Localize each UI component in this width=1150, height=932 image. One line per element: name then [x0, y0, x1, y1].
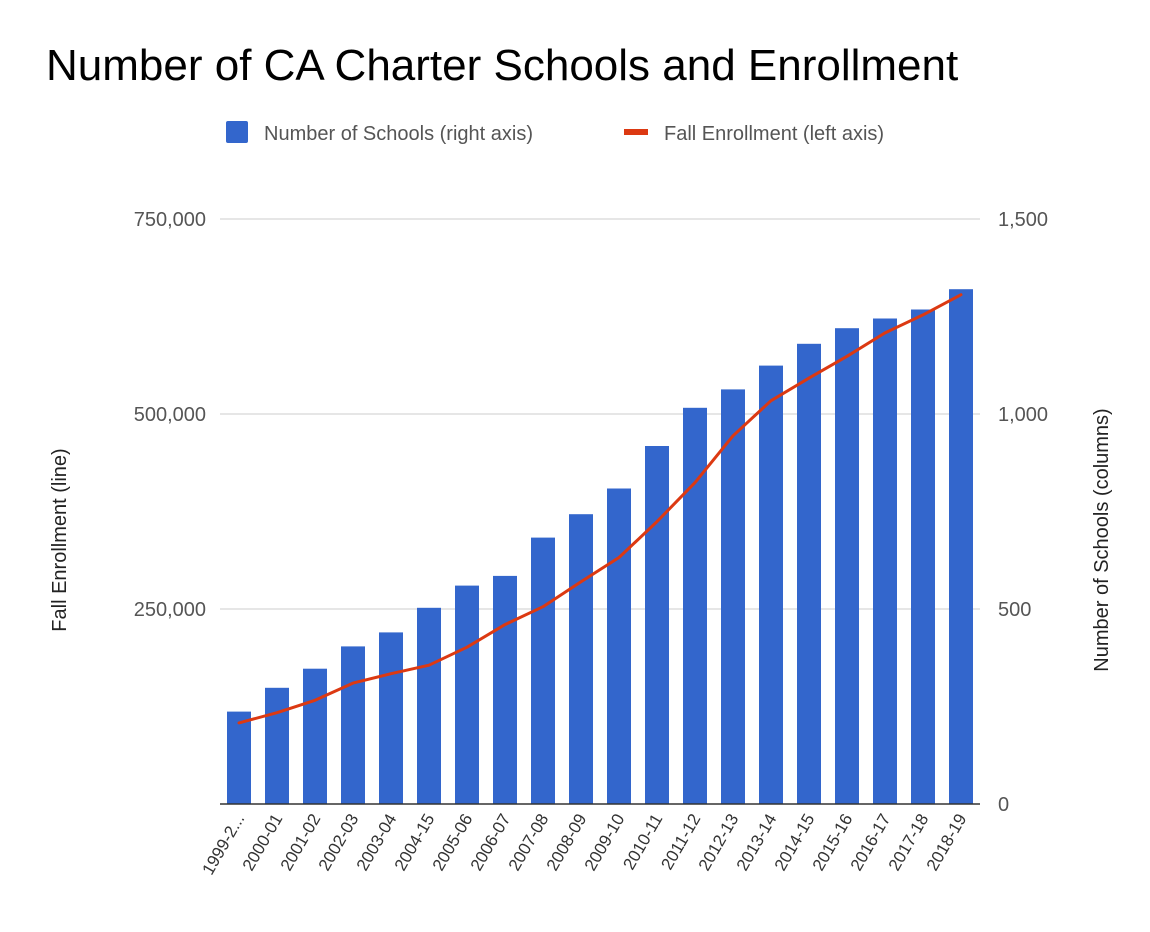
- bar: [683, 407, 707, 804]
- bar: [607, 488, 631, 804]
- legend-bar-swatch: [226, 121, 248, 143]
- chart-title: Number of CA Charter Schools and Enrollm…: [46, 41, 958, 90]
- left-tick-label: 500,000: [134, 404, 206, 426]
- bar: [873, 318, 897, 804]
- right-tick-label: 1,500: [998, 209, 1048, 231]
- bar: [341, 646, 365, 804]
- legend: Number of Schools (right axis) Fall Enro…: [226, 121, 884, 145]
- enrollment-line: [237, 293, 963, 725]
- right-tick-label: 0: [998, 794, 1009, 816]
- bar: [417, 607, 441, 804]
- bar: [265, 687, 289, 804]
- right-axis-title: Number of Schools (columns): [1091, 408, 1113, 671]
- bar: [645, 446, 669, 804]
- bar: [531, 537, 555, 804]
- line-series: [237, 293, 963, 725]
- x-tick-label: 1999-2...: [198, 811, 248, 879]
- bar: [911, 309, 935, 804]
- legend-line-swatch: [624, 129, 648, 135]
- legend-bar-label: Number of Schools (right axis): [264, 123, 533, 145]
- bar: [949, 289, 973, 804]
- bar: [303, 668, 327, 804]
- gridlines: [220, 218, 980, 610]
- bar: [493, 575, 517, 804]
- bar: [227, 711, 251, 804]
- right-tick-label: 1,000: [998, 404, 1048, 426]
- bar-series: [227, 289, 973, 804]
- bar: [835, 328, 859, 804]
- bar: [379, 632, 403, 804]
- right-tick-label: 500: [998, 599, 1031, 621]
- right-axis-ticks: 0 500 1,000 1,500: [998, 209, 1048, 816]
- left-axis-ticks: 250,000 500,000 750,000: [134, 209, 206, 621]
- left-axis-title: Fall Enrollment (line): [49, 448, 71, 631]
- left-tick-label: 250,000: [134, 599, 206, 621]
- bar: [797, 343, 821, 804]
- bar: [721, 389, 745, 804]
- bar: [455, 585, 479, 804]
- legend-line-label: Fall Enrollment (left axis): [664, 123, 884, 145]
- bar: [759, 365, 783, 804]
- bar: [569, 514, 593, 804]
- left-tick-label: 750,000: [134, 209, 206, 231]
- x-axis-ticks: 1999-2...2000-012001-022002-032003-04200…: [198, 811, 970, 879]
